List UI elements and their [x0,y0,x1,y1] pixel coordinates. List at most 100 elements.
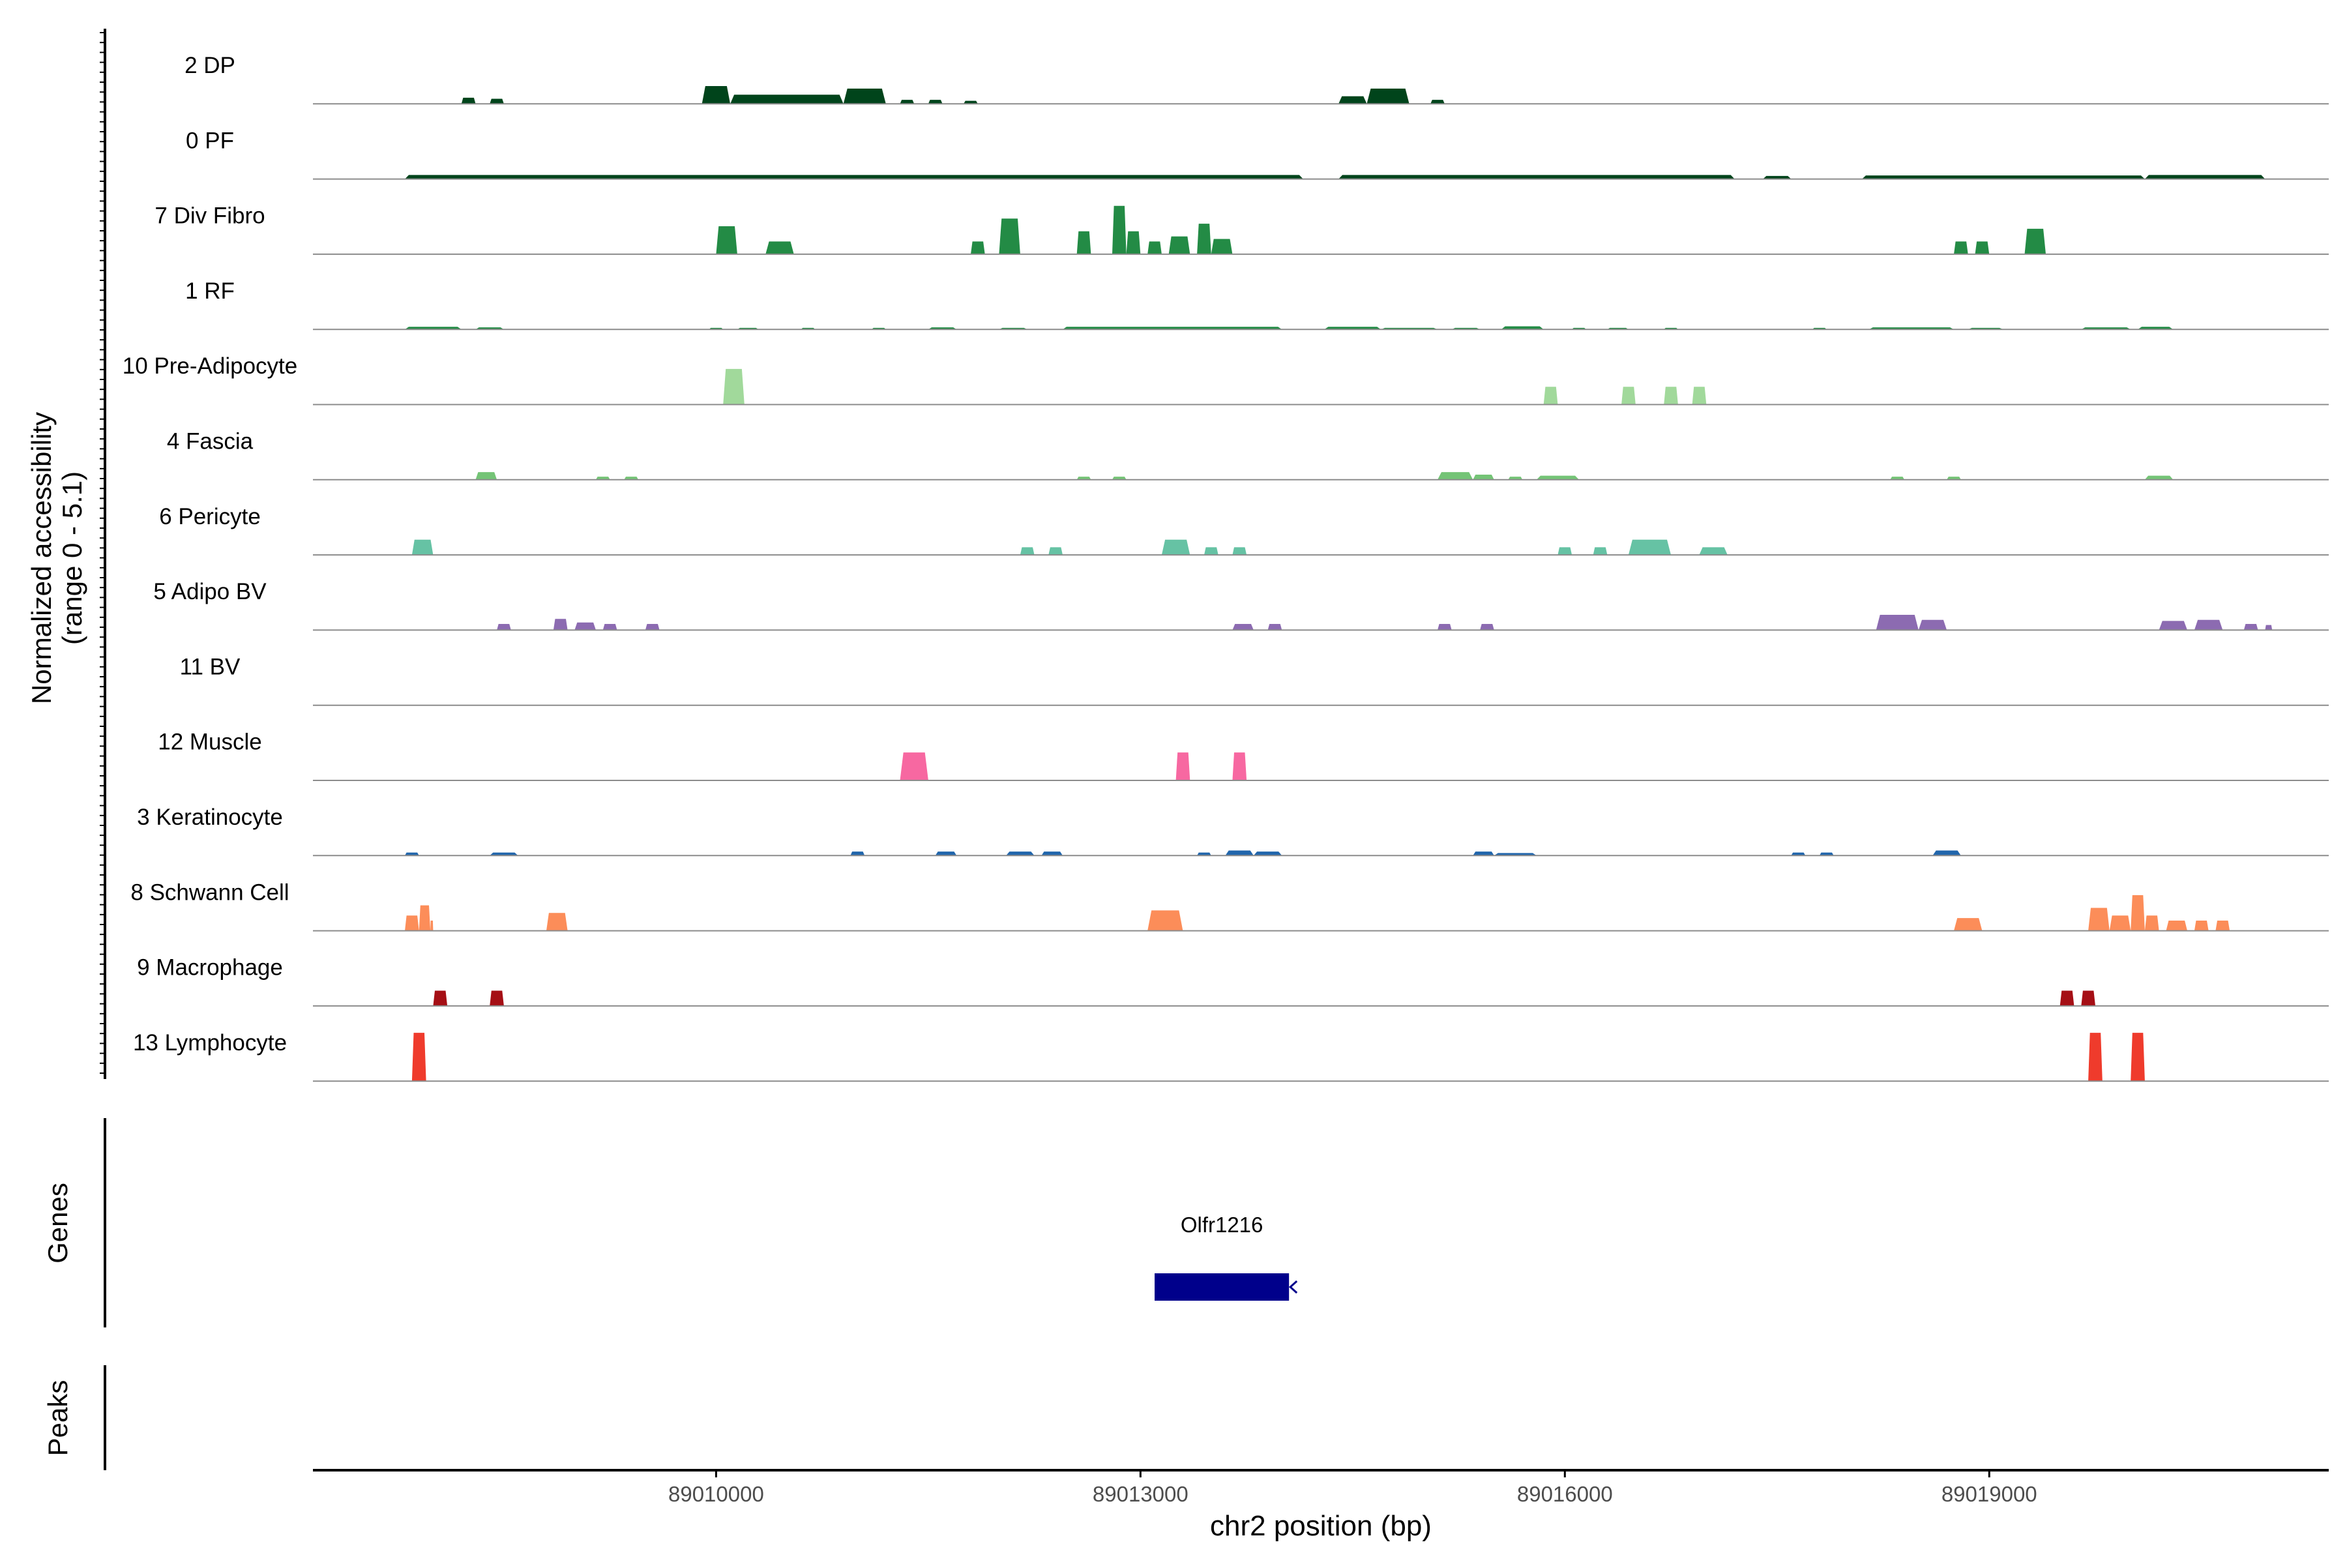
x-tick-label: 89016000 [1517,1482,1613,1506]
y-axis-label-line2: (range 0 - 5.1) [57,471,87,645]
coverage-peak [490,990,504,1006]
coverage-peak [843,88,886,104]
track-label: 1 RF [185,278,235,304]
coverage-peak [2131,1033,2145,1082]
coverage-peak [1161,539,1190,555]
y-axis: Normalized accessibility (range 0 - 5.1) [26,29,106,1079]
coverage-peak [1918,619,1947,630]
track-label: 0 PF [186,128,234,153]
x-axis: 89010000 89013000 89016000 89019000 chr2 po… [313,1469,2329,1542]
x-tick-label: 89019000 [1941,1482,2037,1506]
track-label: 10 Pre-Adipocyte [123,353,297,379]
coverage-peak [497,624,511,630]
coverage-peak [1338,96,1367,104]
coverage-peak [928,100,943,104]
coverage-peak [2194,921,2209,931]
track-12: 8 Schwann Cell [130,880,2329,932]
coverage-peak [411,539,434,555]
track-6: 4 Fascia [167,429,2329,481]
coverage-peak [971,241,985,254]
coverage-peak [1211,239,1233,254]
coverage-peak [1175,752,1190,780]
coverage-peak [1932,850,1961,856]
coverage-peak [999,218,1020,254]
track-label: 4 Fascia [167,429,254,454]
coverage-peak [645,624,660,630]
coverage-peak [716,226,737,254]
coverage-peak [2109,915,2131,931]
track-label: 6 Pericyte [159,504,261,529]
coverage-peak [1430,100,1445,104]
coverage-peak [2088,1033,2103,1082]
track-4: 1 RF [185,278,2329,331]
track-label: 5 Adipo BV [153,579,267,604]
coverage-peak [546,913,568,931]
track-11: 3 Keratinocyte [137,805,2329,857]
track-13: 9 Macrophage [137,955,2329,1007]
coverage-peak [1168,236,1190,254]
y-axis-ticks [100,32,105,1074]
x-tick-label: 89010000 [668,1482,764,1506]
coverage-peak [1267,624,1282,630]
coverage-peak [1048,547,1063,555]
track-8: 5 Adipo BV [153,579,2329,631]
coverage-peak [2144,475,2174,480]
track-label: 13 Lymphocyte [133,1030,287,1056]
peaks-panel: Peaks [42,1365,106,1470]
track-label: 7 Div Fibro [155,203,265,229]
x-axis-label: chr2 position (bp) [1210,1510,1432,1542]
coverage-peak [596,477,610,480]
coverage-peak [419,905,431,931]
coverage-peak [1876,615,1919,630]
coverage-peak [900,100,915,104]
coverage-peak [2059,990,2074,1006]
coverage-peak [405,852,419,856]
coverage-peak [405,915,419,931]
track-10: 12 Muscle [158,730,2329,781]
coverage-peak [553,619,568,630]
peaks-panel-label: Peaks [42,1380,73,1457]
coverage-peak [2088,908,2110,931]
track-label: 2 DP [185,53,235,78]
coverage-peak [1366,88,1410,104]
coverage-peak [1232,547,1247,555]
coverage-peak [1232,752,1247,780]
coverage-peak [1197,224,1211,254]
coverage-peak [2159,621,2187,630]
coverage-peak [490,98,504,104]
coverage-peak [2024,228,2046,254]
coverage-peak [1621,387,1636,405]
coverage-peak [1763,175,1792,179]
coverage-peak [1076,477,1091,480]
coverage-peak [1473,851,1494,856]
coverage-peak [1225,850,1254,856]
coverage-peak [1954,918,1983,931]
track-label: 8 Schwann Cell [130,880,289,905]
coverage-peak [1557,547,1572,555]
coverage-peak [1699,547,1728,555]
coverage-peak [1480,624,1494,630]
coverage-peak [411,1033,426,1082]
y-axis-label-line1: Normalized accessibility [26,412,57,704]
coverage-peak [430,921,434,931]
track-label: 12 Muscle [158,730,262,755]
track-14: 13 Lymphocyte [133,1030,2329,1082]
coverage-peak [1692,387,1707,405]
coverage-peak [1438,472,1473,480]
track-7: 6 Pericyte [159,504,2329,556]
x-tick-label: 89013000 [1093,1482,1188,1506]
track-1: 2 DP [185,53,2329,105]
coverage-peak [1593,547,1608,555]
coverage-peak [1947,477,1961,480]
coverage-peak [602,624,617,630]
coverage-peak [475,472,497,480]
coverage-peak [461,97,476,104]
coverage-peak [1819,852,1834,856]
gene-body [1155,1273,1290,1301]
gene-label: Olfr1216 [1181,1213,1263,1237]
track-3: 7 Div Fibro [155,203,2329,255]
gene-annotation: Olfr1216 [1155,1213,1298,1301]
gene-strand-arrow [1288,1280,1298,1294]
coverage-peak [1338,175,1735,179]
